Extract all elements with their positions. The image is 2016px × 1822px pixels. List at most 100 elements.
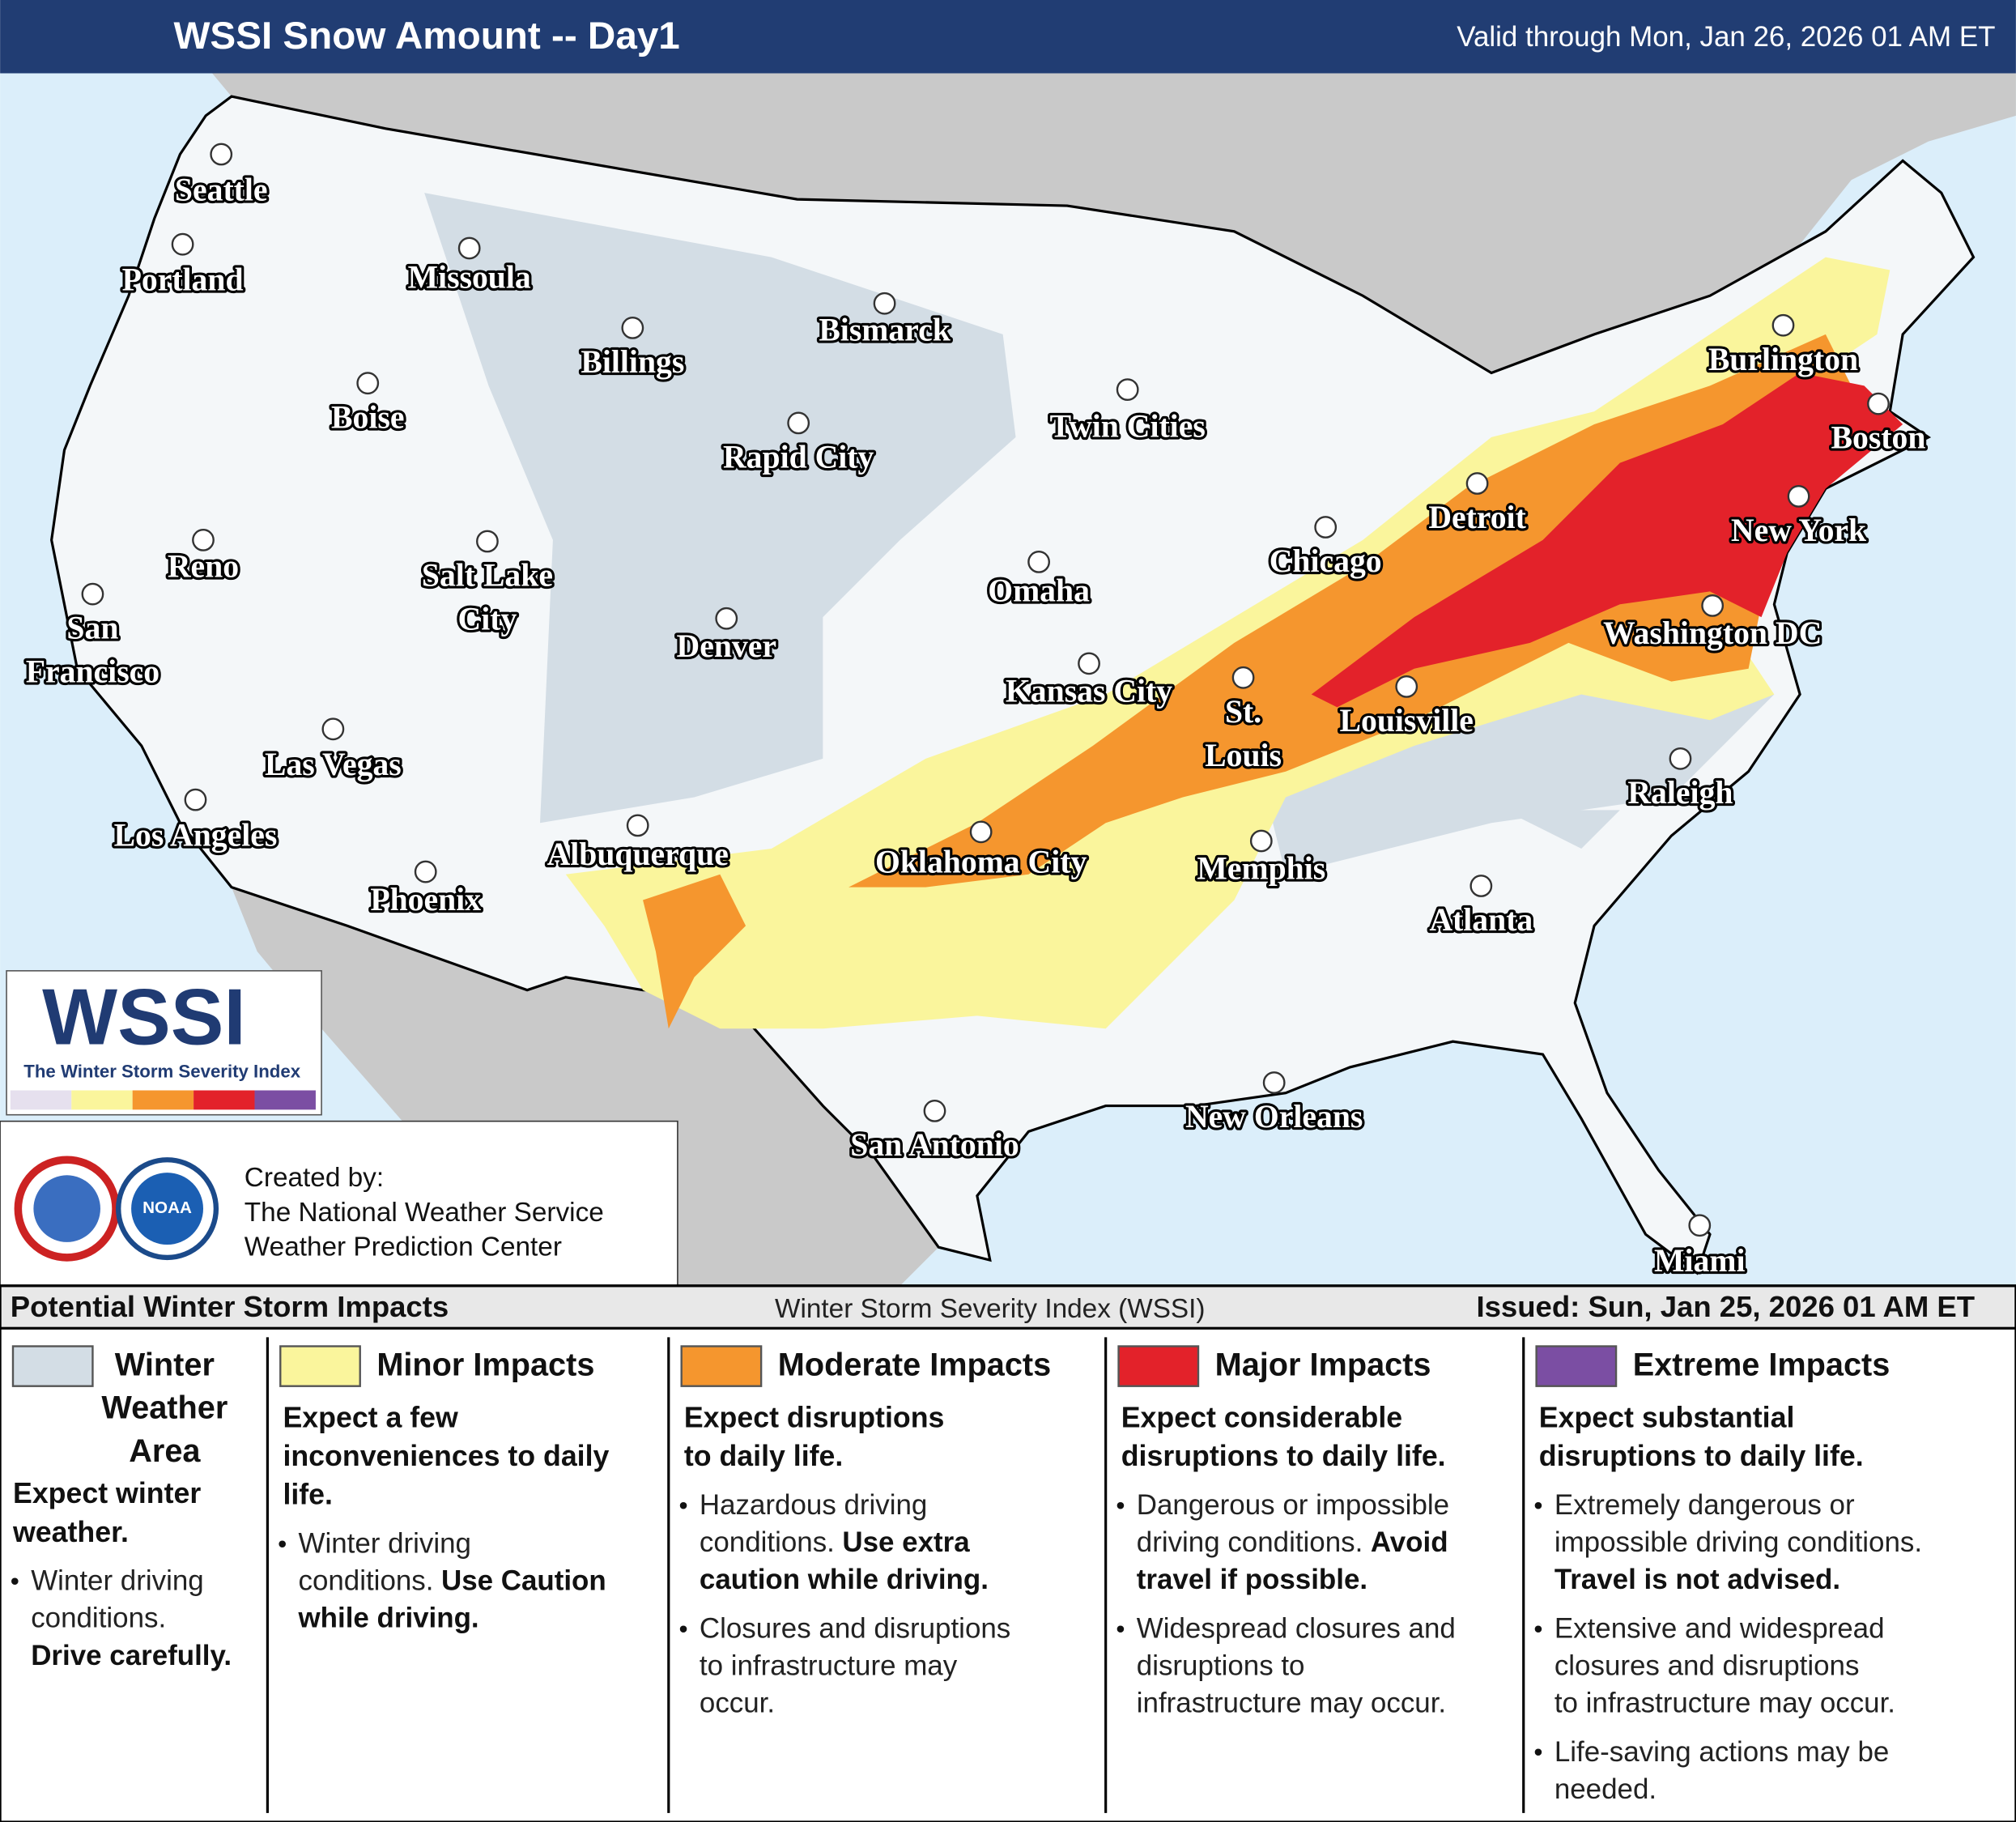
moderate-impacts bbox=[849, 334, 1852, 888]
city-label: Albuquerque bbox=[547, 837, 729, 872]
bullet-line: impossible driving conditions. bbox=[1555, 1526, 1922, 1558]
legend-column-title: Weather bbox=[101, 1390, 228, 1426]
bullet-line: Drive carefully. bbox=[31, 1640, 232, 1671]
bullet-bold: Drive carefully. bbox=[31, 1640, 232, 1671]
legend-description: disruptions to daily life. bbox=[1539, 1440, 1864, 1472]
bullet-text: Extensive and widespread bbox=[1555, 1613, 1885, 1645]
bullet-line: occur. bbox=[700, 1688, 775, 1719]
bullet-line: disruptions to bbox=[1137, 1650, 1305, 1682]
city-label: Denver bbox=[677, 628, 776, 664]
city-label: San Antonio bbox=[850, 1127, 1019, 1163]
city-dot bbox=[81, 582, 104, 606]
city-label: Bismarck bbox=[819, 312, 951, 347]
bullet-line: Closures and disruptions bbox=[700, 1613, 1010, 1645]
header-bar bbox=[0, 0, 2016, 74]
legend-description: weather. bbox=[12, 1516, 129, 1548]
city-dot bbox=[1465, 472, 1489, 495]
bullet-bold: Use Caution bbox=[441, 1565, 606, 1597]
bullet-text: Winter driving bbox=[31, 1565, 203, 1597]
city-label: Washington DC bbox=[1603, 615, 1822, 651]
city-dot bbox=[1787, 485, 1810, 508]
city-dot bbox=[210, 143, 233, 166]
moderate-impacts bbox=[643, 874, 746, 1029]
bullet-bold: Avoid bbox=[1371, 1526, 1448, 1558]
bullet-line: Winter driving bbox=[31, 1565, 203, 1597]
city-dot bbox=[192, 529, 215, 551]
bullet-line: closures and disruptions bbox=[1555, 1650, 1860, 1682]
city-dot bbox=[1231, 666, 1255, 689]
city-label: Boise bbox=[331, 399, 404, 435]
legend-swatch bbox=[1117, 1345, 1200, 1387]
city-label: Atlanta bbox=[1429, 902, 1533, 938]
noaa-text: NOAA bbox=[142, 1198, 192, 1217]
city-label: Omaha bbox=[988, 573, 1090, 609]
bullet-dot: • bbox=[679, 1490, 688, 1519]
city-label: San bbox=[66, 611, 118, 646]
city-dot bbox=[184, 788, 207, 811]
city-label: Miami bbox=[1654, 1243, 1745, 1279]
bullet-line: Extensive and widespread bbox=[1555, 1613, 1885, 1645]
bullet-text: Extremely dangerous or bbox=[1555, 1489, 1855, 1521]
bullet-text: conditions. bbox=[700, 1526, 835, 1558]
bullet-text: Dangerous or impossible bbox=[1137, 1489, 1449, 1521]
city-label: Portland bbox=[122, 262, 244, 297]
bullet-line: driving conditions. Avoid bbox=[1137, 1526, 1448, 1558]
credit-line: Weather Prediction Center bbox=[245, 1232, 562, 1262]
city-dot bbox=[873, 292, 896, 315]
city-label: City bbox=[458, 602, 517, 637]
legend-description: to daily life. bbox=[684, 1440, 844, 1472]
city-label: Kansas City bbox=[1006, 674, 1172, 709]
legend-swatch bbox=[279, 1345, 361, 1387]
city-dot bbox=[1314, 516, 1338, 539]
bullet-text: Life-saving actions may be bbox=[1555, 1736, 1889, 1768]
city-dot bbox=[787, 411, 810, 435]
city-dot bbox=[171, 232, 194, 256]
legend-column-title: Moderate Impacts bbox=[778, 1347, 1051, 1382]
nws-logo-core bbox=[33, 1175, 100, 1242]
city-dot bbox=[1469, 875, 1493, 897]
legend-columns: Winter Weather Area Expect winter weather. • W… bbox=[11, 1337, 1922, 1813]
credit-line: The National Weather Service bbox=[245, 1198, 604, 1228]
city-label: Twin Cities bbox=[1050, 408, 1206, 444]
strip-segment bbox=[194, 1090, 255, 1110]
bullet-line: Extremely dangerous or bbox=[1555, 1489, 1855, 1521]
city-label: Oklahoma City bbox=[875, 845, 1087, 880]
city-label: Memphis bbox=[1197, 851, 1325, 887]
bullet-line: Dangerous or impossible bbox=[1137, 1489, 1449, 1521]
legend-description: Expect substantial bbox=[1539, 1401, 1795, 1433]
city-dot bbox=[1116, 378, 1139, 402]
bullet-line: Travel is not advised. bbox=[1555, 1564, 1840, 1595]
bullet-text: driving conditions. bbox=[1137, 1526, 1363, 1558]
bullet-line: Winter driving bbox=[299, 1528, 471, 1560]
city-dot bbox=[1249, 829, 1273, 853]
bullet-line: Hazardous driving bbox=[700, 1489, 927, 1521]
bullet-bold: Use extra bbox=[842, 1526, 970, 1558]
city-dot bbox=[969, 820, 993, 844]
bullet-dot: • bbox=[679, 1614, 688, 1643]
mexico bbox=[231, 887, 939, 1286]
city-dot bbox=[715, 607, 738, 630]
bullet-dot: • bbox=[1116, 1490, 1125, 1519]
city-label: Detroit bbox=[1428, 500, 1526, 535]
city-dot bbox=[621, 317, 644, 339]
city-dot bbox=[1669, 747, 1692, 770]
bullet-bold: while driving. bbox=[298, 1603, 479, 1634]
legend-description: Expect disruptions bbox=[684, 1401, 945, 1433]
bullet-text: to infrastructure may occur. bbox=[1555, 1688, 1895, 1719]
city-dot bbox=[626, 814, 649, 837]
bullet-line: travel if possible. bbox=[1137, 1564, 1367, 1595]
city-label: Louisville bbox=[1340, 703, 1474, 739]
city-dot bbox=[476, 530, 499, 553]
cities: Seattle Portland Missoula Billings Bismarck B… bbox=[23, 143, 1929, 1281]
city-dot bbox=[1771, 313, 1795, 337]
bullet-line: conditions. Use extra bbox=[700, 1526, 970, 1558]
city-label: Francisco bbox=[26, 654, 159, 690]
bullet-text: conditions. bbox=[299, 1565, 434, 1597]
city-label: Phoenix bbox=[370, 882, 481, 917]
credits: Created by: The National Weather Service W… bbox=[245, 1163, 604, 1262]
legend-column-title: Minor Impacts bbox=[376, 1347, 594, 1382]
city-dot bbox=[356, 372, 380, 395]
legend-description: Expect winter bbox=[13, 1477, 201, 1509]
bullet-text: occur. bbox=[700, 1688, 775, 1719]
